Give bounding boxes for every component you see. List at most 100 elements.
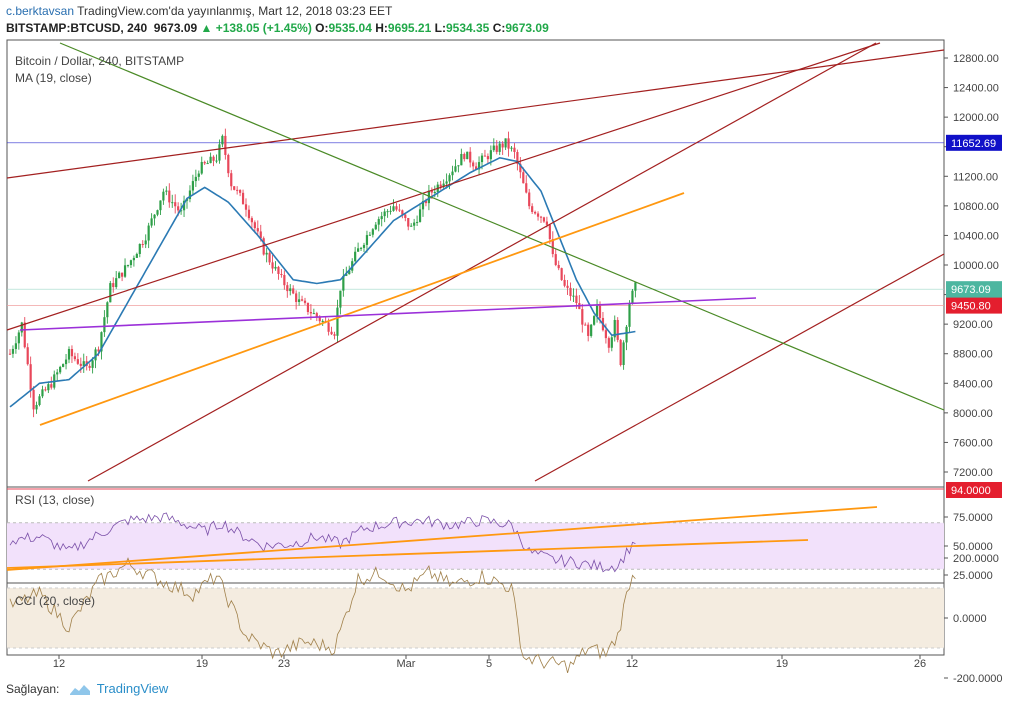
price-axis-label: 7200.00 (953, 467, 993, 479)
candle-body (241, 192, 245, 205)
time-axis-label: 26 (914, 658, 926, 670)
candle-body (97, 349, 100, 352)
candle-body (584, 324, 587, 326)
candle-body (348, 270, 351, 275)
candle-body (587, 324, 590, 336)
rsi-value-tag: 94.0000 (951, 485, 991, 497)
candle-body (23, 322, 26, 348)
author-link[interactable]: c.berktavsan (6, 4, 75, 18)
green-trendline[interactable] (59, 42, 945, 411)
candle-body (501, 143, 504, 148)
candle-body (460, 153, 463, 166)
candle-body (262, 238, 265, 255)
candle-body (289, 288, 292, 292)
candle-body (283, 275, 286, 286)
candle-body (380, 216, 383, 220)
candle-body (551, 239, 554, 255)
candle-body (451, 171, 454, 176)
candle-body (333, 334, 336, 336)
close-value: 9673.09 (505, 21, 549, 35)
candle-body (421, 201, 425, 210)
publish-info: c.berktavsan TradingView.com'da yayınlan… (6, 4, 392, 18)
footer: Sağlayan: TradingView (6, 681, 168, 697)
candle-body (427, 190, 430, 204)
candle-body (239, 190, 242, 193)
price-axis-label: 7600.00 (953, 437, 993, 449)
candle-body (91, 360, 94, 368)
candle-body (144, 240, 147, 245)
candle-body (11, 348, 15, 354)
candle-body (622, 342, 625, 366)
candle-body (106, 302, 109, 318)
candle-body (174, 202, 177, 207)
red-trendline-upper[interactable] (6, 49, 945, 179)
candle-body (442, 183, 445, 187)
candle-body (362, 244, 366, 248)
candle-body (309, 312, 312, 314)
tradingview-link[interactable]: TradingView (96, 681, 169, 696)
open-label: O: (315, 21, 329, 35)
candle-body (79, 363, 82, 366)
candle-body (430, 190, 433, 193)
candle-body (47, 384, 50, 391)
candle-body (303, 300, 307, 303)
candle-body (395, 206, 398, 210)
candle-body (342, 275, 345, 291)
candle-body (298, 299, 301, 302)
candle-body (413, 222, 416, 226)
candle-body (35, 404, 38, 410)
rsi-band (7, 522, 944, 570)
last-price-tag-bg (946, 281, 1002, 298)
price-axis-label: 9200.00 (953, 319, 993, 331)
candle-body (233, 186, 236, 190)
rsi-orange-trendline-lower[interactable] (6, 539, 809, 569)
price-axis-label: 12000.00 (953, 112, 999, 124)
candle-body (566, 285, 569, 288)
candle-body (321, 320, 324, 322)
candle-body (377, 219, 380, 225)
time-axis-label: 12 (626, 658, 638, 670)
candle-body (477, 162, 481, 170)
candle-body (64, 359, 68, 365)
price-axis-label: 10800.00 (953, 201, 999, 213)
candle-body (610, 337, 613, 348)
published-text: TradingView.com'da yayınlanmış, Mart 12,… (77, 4, 393, 18)
symbol-label: BITSTAMP:BTCUSD, 240 (6, 21, 148, 35)
candle-body (277, 266, 280, 274)
candle-body (424, 201, 428, 204)
footer-label: Sağlayan: (6, 682, 60, 696)
candle-body (554, 254, 557, 265)
rsi-value-tag-bg (946, 482, 1002, 498)
price-axis-label: 8800.00 (953, 349, 993, 361)
candle-body (563, 279, 566, 286)
candle-body (389, 210, 392, 212)
candle-body (182, 200, 186, 211)
candle-body (339, 290, 342, 308)
candle-body (336, 307, 339, 336)
candle-body (67, 349, 71, 360)
orange-trendline[interactable] (39, 192, 685, 426)
red-trendline-lower[interactable] (534, 253, 945, 482)
candle-body (575, 295, 578, 304)
candle-body (318, 317, 321, 322)
candle-body (590, 324, 593, 336)
candle-body (256, 228, 259, 232)
candle-body (519, 163, 522, 173)
candle-body (457, 165, 460, 167)
candle-body (159, 200, 162, 211)
candle-body (480, 155, 484, 163)
rsi-axis-label: 75.0000 (953, 512, 993, 524)
red-trendline-channel-bottom[interactable] (87, 42, 877, 482)
price-axis-label: 12400.00 (953, 83, 999, 95)
candle-body (525, 183, 528, 193)
candle-body (123, 265, 127, 277)
red-trendline-channel-top[interactable] (6, 42, 881, 331)
candle-body (280, 273, 283, 276)
candle-body (386, 211, 389, 213)
candle-body (374, 224, 377, 230)
rsi-orange-trendline-upper[interactable] (6, 506, 878, 571)
purple-trendline[interactable] (19, 297, 757, 331)
ma-indicator-title: MA (19, close) (15, 71, 92, 85)
candle-body (73, 356, 76, 360)
